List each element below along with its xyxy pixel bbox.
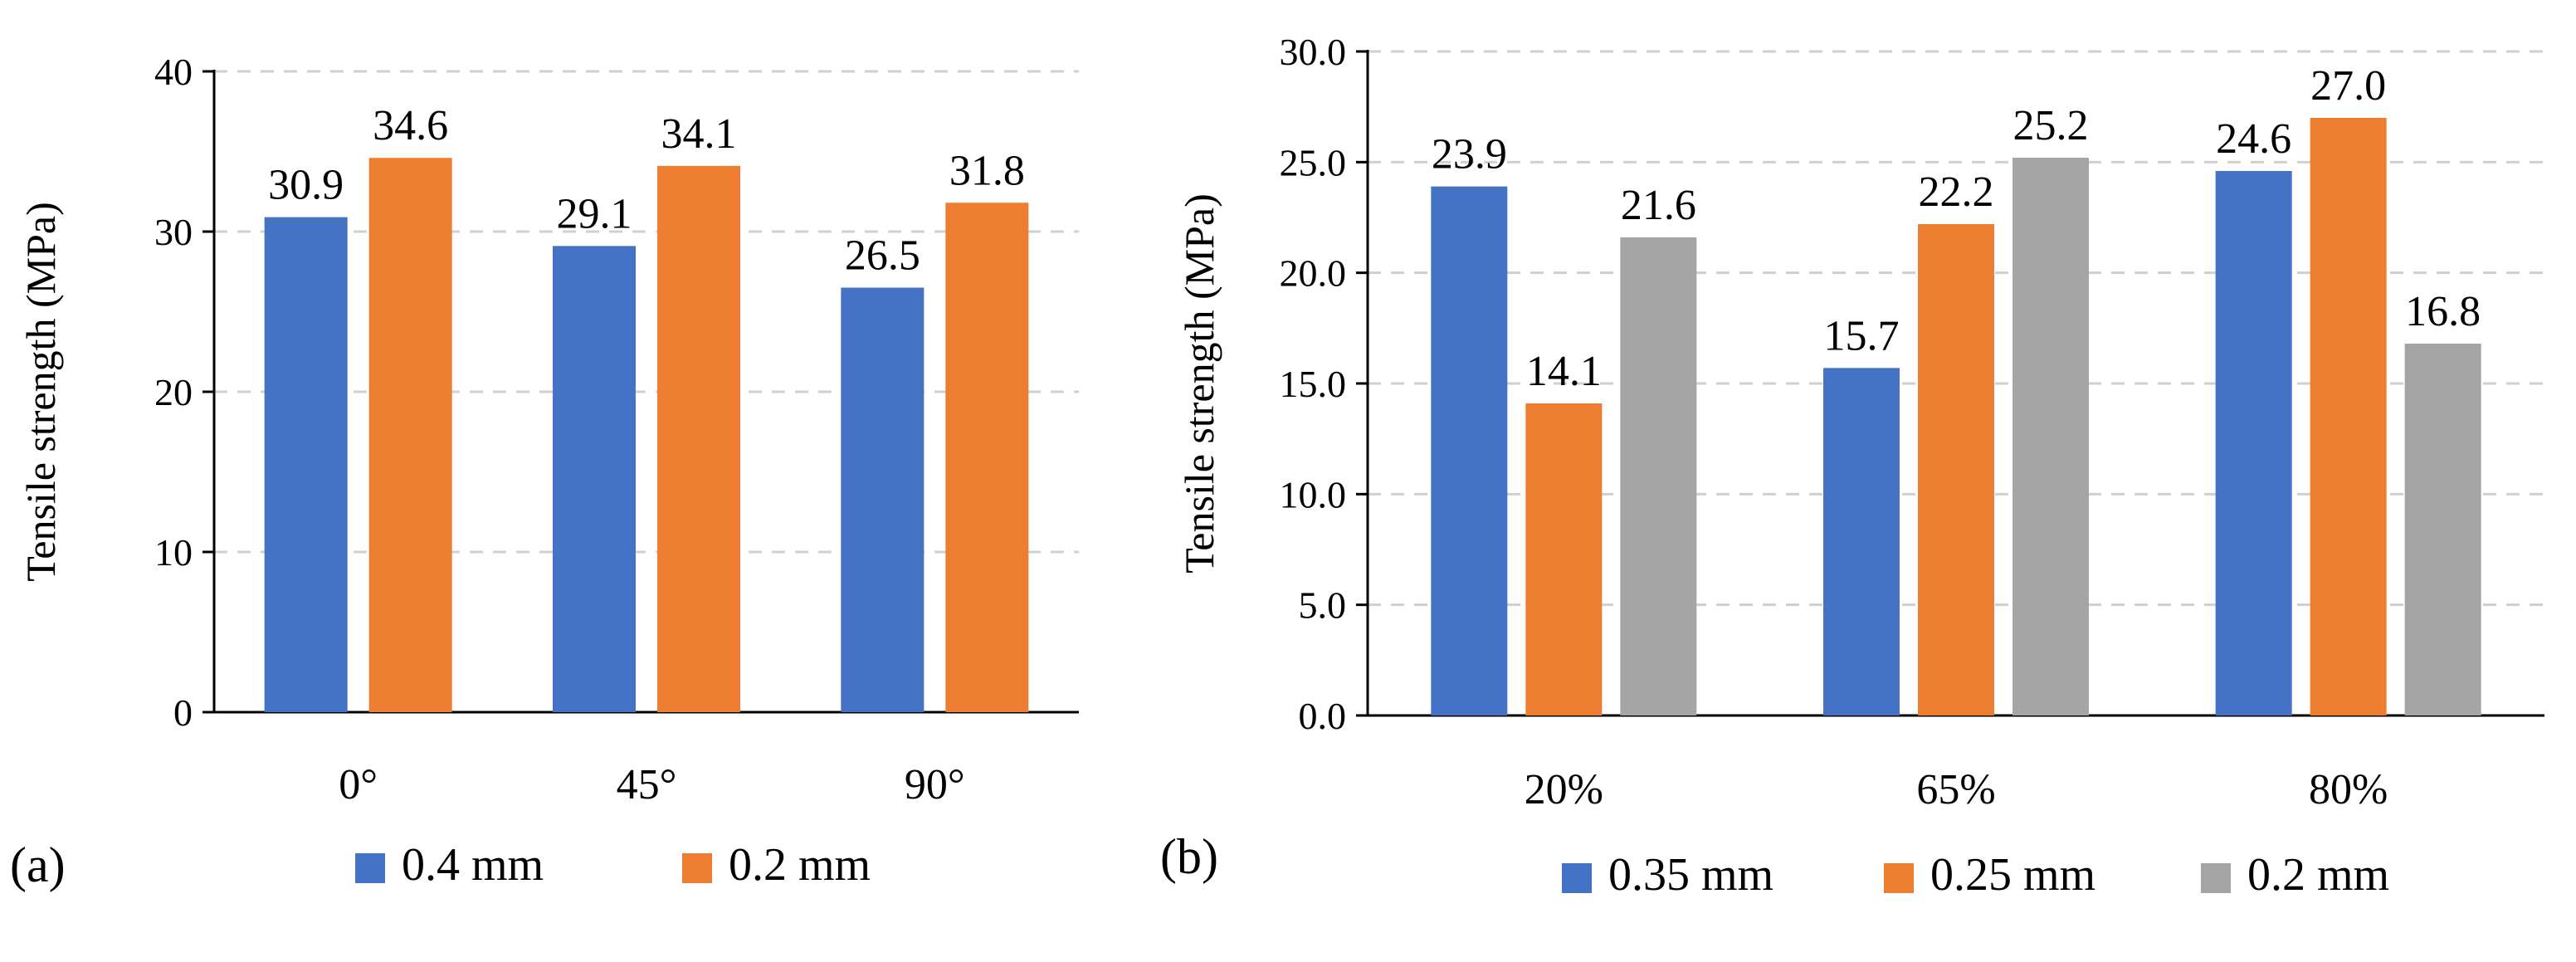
bar-data-label: 30.9 — [268, 162, 344, 209]
chart-panel-b: 0.0 5.0 10.0 15.0 20.0 25.0 30.0 Tensile streng… — [1160, 31, 2544, 901]
y-tick-label: 10.0 — [1280, 473, 1347, 515]
y-tick-label: 30 — [154, 211, 193, 253]
x-category-label: 45° — [617, 761, 677, 808]
y-tick-label: 15.0 — [1280, 363, 1347, 405]
legend-swatch — [682, 853, 712, 883]
legend-swatch — [2201, 863, 2231, 893]
y-axis-title: Tensile strength (MPa) — [1176, 193, 1222, 574]
y-tick-label: 5.0 — [1299, 584, 1347, 627]
legend-label: 0.35 mm — [1608, 849, 1773, 901]
bar-data-label: 29.1 — [557, 190, 632, 237]
y-tick-label: 30.0 — [1280, 31, 1347, 73]
bar-data-label: 25.2 — [2013, 102, 2089, 149]
y-tick-label: 20 — [154, 371, 193, 413]
bar — [841, 287, 925, 712]
legend-swatch — [355, 853, 385, 883]
y-axis-title: Tensile strength (MPa) — [17, 202, 64, 582]
bar — [657, 165, 740, 712]
bar-data-label: 16.8 — [2405, 288, 2481, 335]
panel-label: (a) — [10, 837, 66, 892]
bar-data-label: 31.8 — [949, 147, 1025, 194]
bar — [1431, 186, 1508, 715]
y-tick-label: 25.0 — [1280, 141, 1347, 183]
bar-data-label: 21.6 — [1621, 182, 1696, 229]
bar — [553, 246, 636, 712]
bar-data-label: 23.9 — [1432, 131, 1507, 178]
y-tick-label: 20.0 — [1280, 252, 1347, 295]
legend-label: 0.2 mm — [2247, 849, 2389, 901]
bar-data-label: 24.6 — [2216, 115, 2291, 163]
bar-data-label: 15.7 — [1824, 312, 1900, 359]
bar — [1918, 224, 1994, 715]
bar — [1525, 403, 1603, 715]
bar-data-label: 34.1 — [661, 110, 737, 158]
chart-panel-a: 0 10 20 30 40 Tensile strength (MPa) 0° 30.9 34.… — [10, 51, 1079, 892]
bar — [1823, 368, 1900, 715]
bar — [264, 217, 348, 712]
bar-data-label: 27.0 — [2310, 62, 2386, 110]
legend-swatch — [1562, 863, 1592, 893]
bar — [368, 158, 452, 713]
bar-data-label: 22.2 — [1919, 168, 1994, 216]
bar-data-label: 26.5 — [845, 232, 920, 280]
bar — [2215, 171, 2292, 715]
legend-label: 0.4 mm — [402, 839, 544, 891]
x-category-label: 90° — [905, 761, 965, 808]
legend-label: 0.25 mm — [1930, 849, 2095, 901]
panel-label: (b) — [1160, 829, 1218, 884]
x-category-label: 20% — [1525, 766, 1603, 813]
y-tick-label: 0.0 — [1299, 695, 1347, 737]
bar — [1620, 237, 1697, 715]
bar-data-label: 34.6 — [373, 102, 448, 149]
y-tick-label: 10 — [154, 531, 193, 574]
legend-swatch — [1884, 863, 1914, 893]
x-category-label: 65% — [1916, 766, 1995, 813]
bar — [945, 203, 1029, 712]
bar — [2310, 118, 2387, 715]
x-category-label: 0° — [339, 761, 378, 808]
y-tick-label: 40 — [154, 51, 193, 93]
bar-data-label: 14.1 — [1526, 348, 1602, 395]
legend-label: 0.2 mm — [729, 839, 871, 891]
bar — [2013, 158, 2089, 715]
x-category-label: 80% — [2309, 766, 2388, 813]
y-tick-label: 0 — [173, 691, 193, 734]
bar — [2404, 344, 2481, 715]
